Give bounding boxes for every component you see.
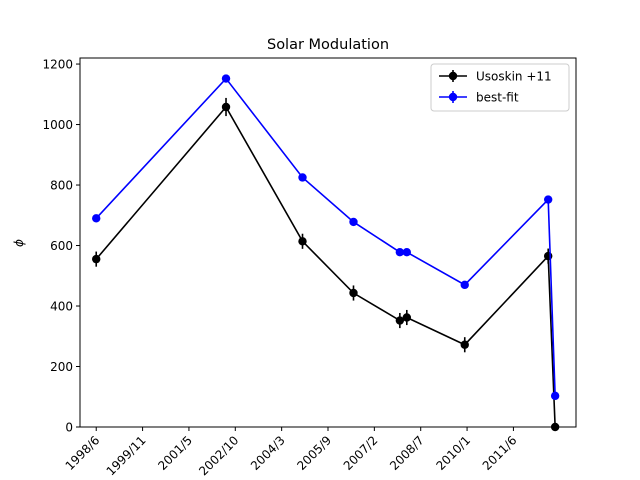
data-point	[221, 74, 231, 83]
x-tick-label: 1999/11	[104, 433, 149, 478]
x-tick-label: 2001/5	[155, 433, 195, 473]
legend-marker	[448, 71, 458, 81]
legend: Usoskin +11 best-fit	[430, 63, 570, 112]
x-tick-label: 2008/7	[387, 433, 427, 473]
x-tick-label: 2007/2	[341, 433, 381, 473]
x-tick-label: 2004/3	[248, 433, 288, 473]
data-point	[92, 214, 101, 223]
data-point	[395, 316, 405, 325]
legend-label: best-fit	[476, 91, 519, 105]
y-tick-label: 0	[65, 421, 73, 435]
x-tick-label: 1998/6	[63, 433, 103, 473]
data-point	[402, 313, 412, 322]
y-tick-label: 600	[50, 239, 73, 253]
data-point	[349, 288, 358, 298]
data-point	[460, 280, 469, 290]
x-tick-label: 2011/6	[480, 433, 520, 473]
legend-label: Usoskin +11	[476, 70, 552, 84]
axes-frame	[79, 57, 577, 428]
data-point	[543, 251, 553, 261]
data-point	[349, 217, 358, 227]
series-line-0	[95, 105, 556, 428]
y-tick-label: 200	[50, 360, 73, 374]
data-point	[221, 102, 231, 112]
y-tick-label: 1200	[42, 58, 73, 72]
y-tick-label: 800	[50, 179, 73, 193]
data-point	[460, 340, 469, 349]
y-axis: 0 200 400 600 800 1000 1200	[42, 58, 80, 435]
data-point	[298, 173, 307, 182]
plot-area	[92, 74, 560, 432]
legend-marker	[448, 92, 458, 102]
data-point	[550, 391, 560, 401]
series-line-1	[95, 77, 556, 396]
x-axis: 1998/6 1999/11 2001/5 2002/10 2004/3 2005/9 20…	[63, 427, 520, 478]
data-point	[402, 247, 412, 257]
x-tick-label: 2010/1	[433, 433, 473, 473]
x-tick-label: 2002/10	[196, 433, 241, 478]
data-point	[298, 237, 307, 246]
data-point	[543, 195, 553, 204]
y-tick-label: 1000	[42, 118, 73, 132]
y-axis-label: ϕ	[12, 239, 26, 247]
chart-title: Solar Modulation	[267, 37, 389, 53]
y-tick-label: 400	[50, 300, 73, 314]
data-point	[92, 254, 101, 264]
data-point	[395, 247, 405, 257]
x-tick-label: 2005/9	[294, 433, 334, 473]
